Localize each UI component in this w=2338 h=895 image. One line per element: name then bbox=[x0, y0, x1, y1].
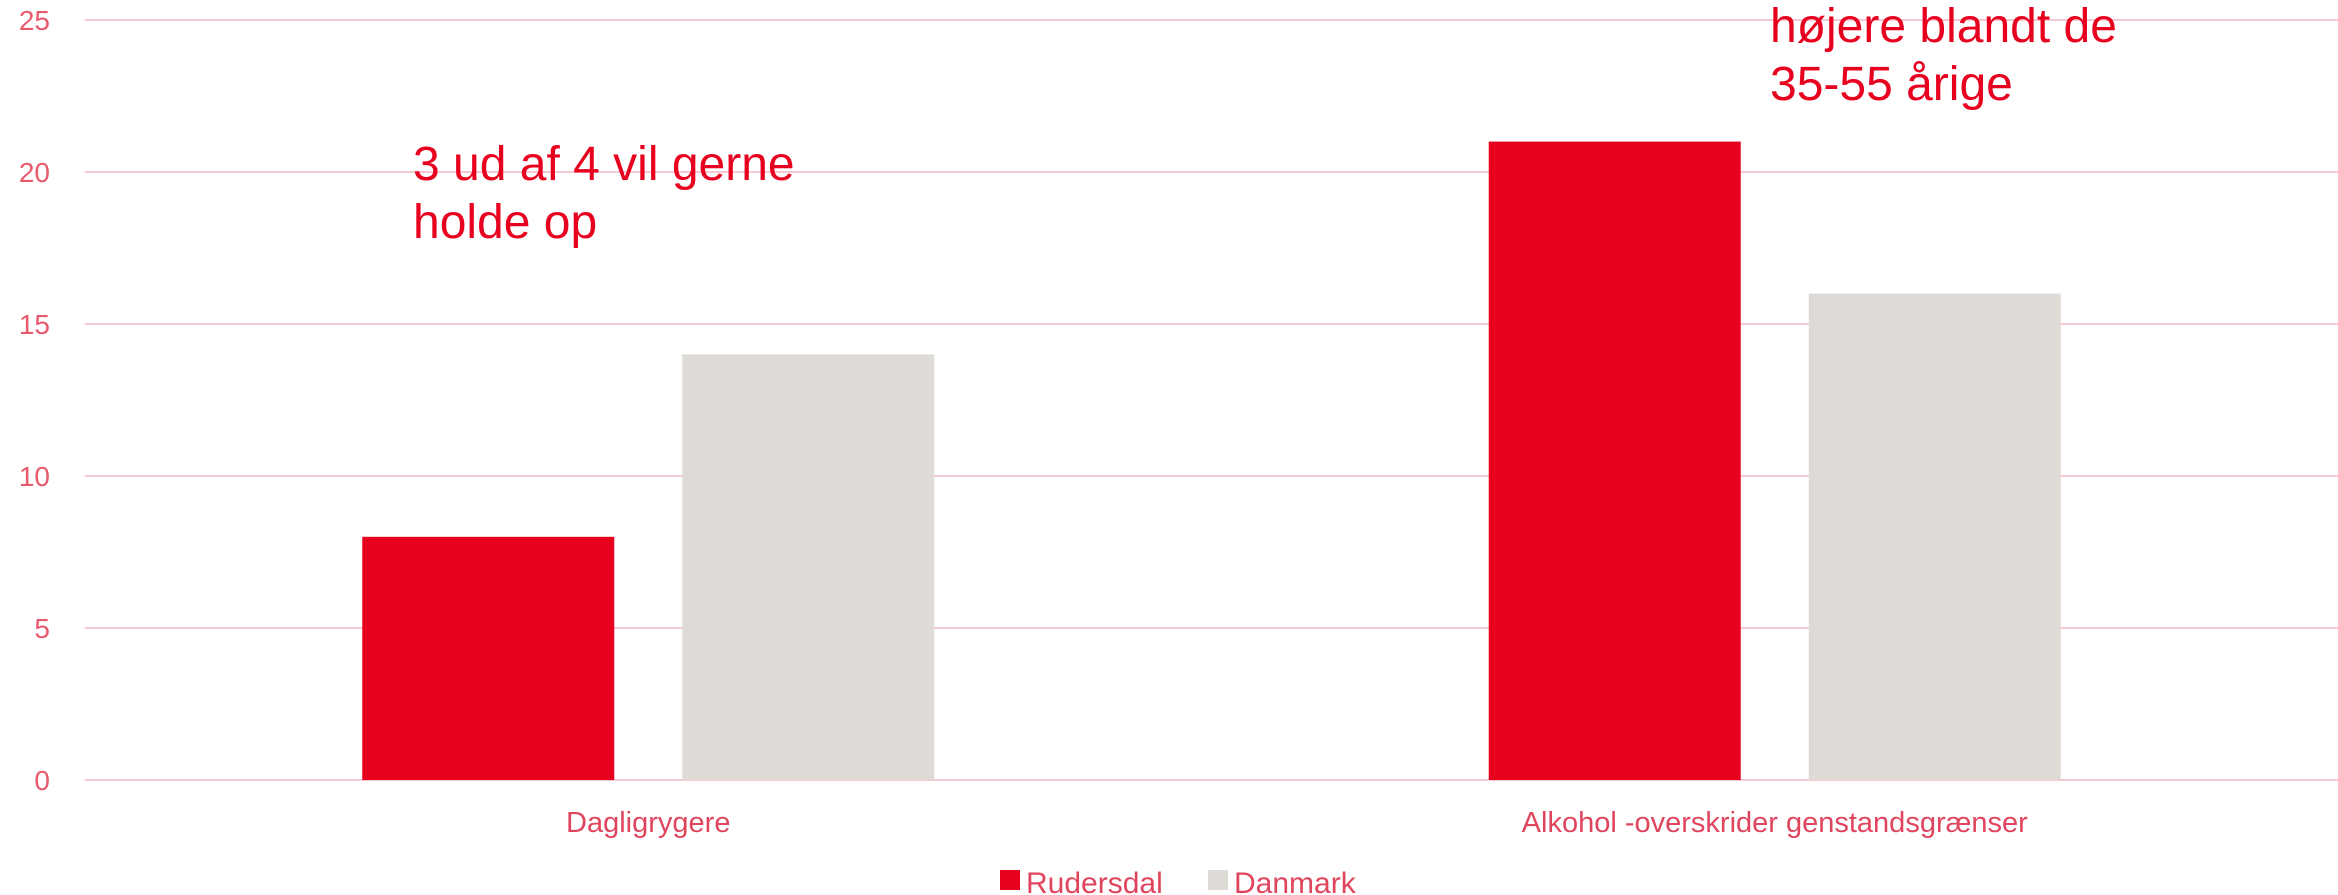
y-axis-ticks: 0 5 10 15 20 25 bbox=[19, 5, 50, 796]
legend: Rudersdal Danmark bbox=[1000, 867, 1357, 895]
y-tick-label: 25 bbox=[19, 5, 50, 36]
annotation-text: holde op bbox=[413, 196, 597, 249]
bars bbox=[362, 141, 2061, 781]
x-axis-categories: Dagligrygere Alkohol -overskrider genstan… bbox=[566, 807, 2028, 839]
bar-rudersdal-0 bbox=[362, 536, 615, 780]
legend-swatch-danmark bbox=[1208, 870, 1228, 890]
annotation-text: 35-55 årige bbox=[1770, 58, 2013, 111]
bar-rudersdal-1 bbox=[1488, 141, 1741, 781]
y-tick-label: 5 bbox=[34, 613, 50, 644]
y-tick-label: 20 bbox=[19, 157, 50, 188]
annotation-text: højere blandt de bbox=[1770, 0, 2117, 53]
legend-label-danmark: Danmark bbox=[1234, 867, 1357, 895]
y-tick-label: 0 bbox=[34, 765, 50, 796]
y-tick-label: 15 bbox=[19, 309, 50, 340]
y-tick-label: 10 bbox=[19, 461, 50, 492]
bar-danmark-0 bbox=[682, 354, 935, 780]
legend-label-rudersdal: Rudersdal bbox=[1026, 867, 1163, 895]
x-category-label: Dagligrygere bbox=[566, 807, 730, 839]
annotation-text: 3 ud af 4 vil gerne bbox=[413, 138, 795, 191]
x-category-label: Alkohol -overskrider genstandsgrænser bbox=[1522, 807, 2028, 839]
legend-swatch-rudersdal bbox=[1000, 870, 1020, 890]
bar-danmark-1 bbox=[1808, 293, 2061, 780]
